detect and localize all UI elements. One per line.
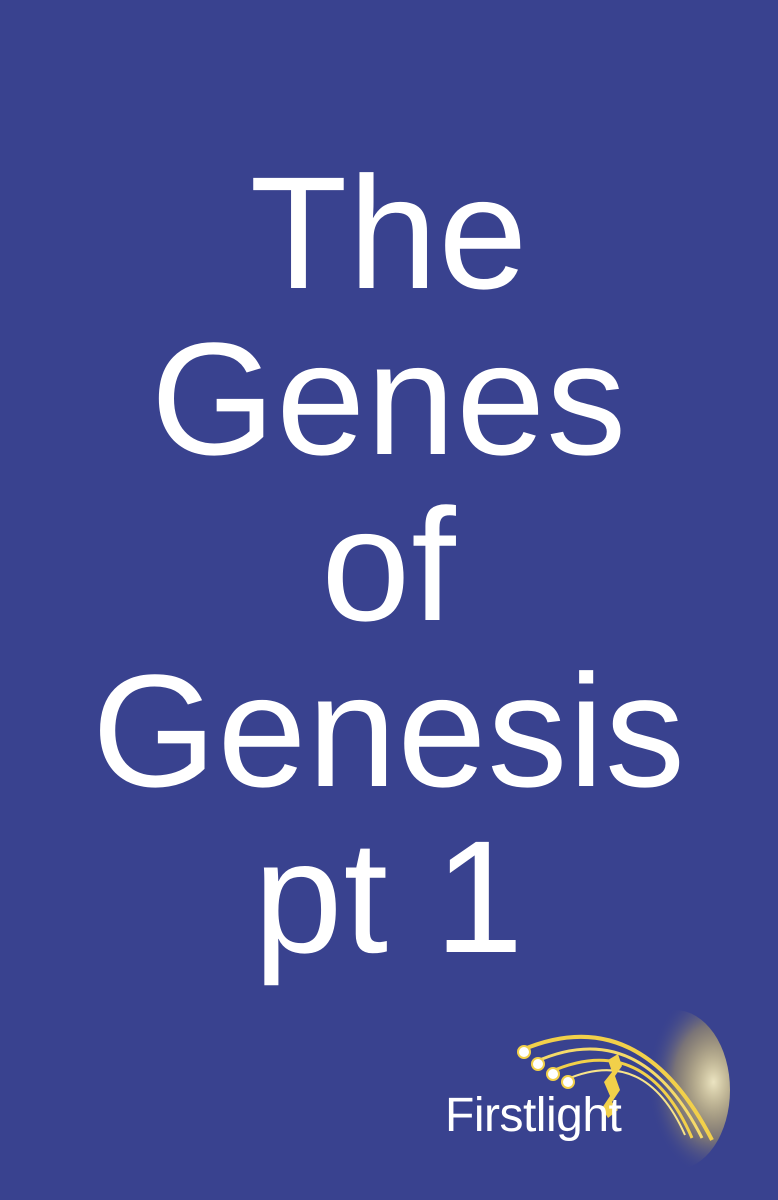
title-line-5: pt 1 xyxy=(253,807,525,986)
title-line-2: Genes xyxy=(150,309,628,488)
firstlight-logo: Firstlight xyxy=(440,1010,740,1170)
logo-wordmark: Firstlight xyxy=(445,1089,622,1142)
title-line-1: The xyxy=(249,143,529,322)
cover-title: The Genes of Genesis pt 1 xyxy=(0,150,778,980)
comet-trails-icon xyxy=(517,1010,730,1170)
title-line-3: of xyxy=(321,475,457,654)
title-line-4: Genesis xyxy=(92,641,686,820)
